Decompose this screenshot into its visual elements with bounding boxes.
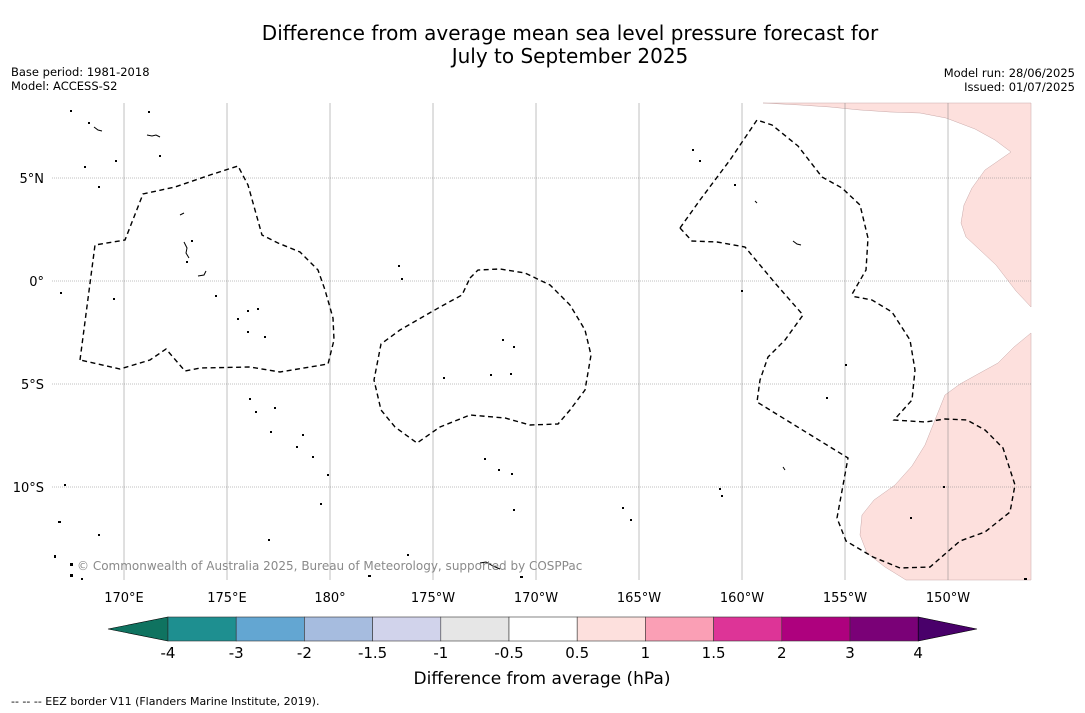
- eez-footnote: -- -- -- EEZ border V11 (Flanders Marine…: [11, 695, 320, 708]
- colorbar-tick-label: 1.5: [702, 644, 726, 662]
- colorbar-segment: [440, 616, 510, 642]
- colorbar-over-arrow: [917, 616, 978, 642]
- eez-border-tuvalu-kiribati-west: [79, 165, 335, 373]
- lon-label: 150°W: [926, 591, 970, 606]
- island-dots: [54, 110, 1027, 580]
- issued-date: Issued: 01/07/2025: [964, 80, 1075, 94]
- lon-label: 155°W: [823, 591, 867, 606]
- longitude-labels: 170°E 175°E 180° 175°W 170°W 165°W 160°W…: [104, 591, 970, 606]
- colorbar-segment: [508, 616, 578, 642]
- island: [146, 134, 161, 138]
- colorbar-segment: [235, 616, 305, 642]
- colorbar-segment: [167, 616, 237, 642]
- eez-borders: [79, 119, 1016, 569]
- title-line-1: Difference from average mean sea level p…: [261, 21, 879, 45]
- colorbar-segment: [849, 616, 919, 642]
- colorbar-tick-label: -1.5: [358, 644, 387, 662]
- island: [93, 126, 103, 132]
- meta-left: Base period: 1981-2018 Model: ACCESS-S2: [11, 65, 150, 93]
- lon-label: 180°: [314, 591, 345, 606]
- lon-label: 165°W: [617, 591, 661, 606]
- anomaly-area-southeast: [859, 332, 1032, 581]
- anomaly-shading: [762, 102, 1032, 581]
- model-run: Model run: 28/06/2025: [943, 66, 1075, 80]
- lon-label: 170°W: [514, 591, 558, 606]
- chart-title: Difference from average mean sea level p…: [0, 22, 1085, 68]
- lon-label: 175°W: [411, 591, 455, 606]
- lat-label: 5°N: [20, 172, 45, 187]
- island: [179, 212, 185, 216]
- colorbar-segment: [645, 616, 714, 642]
- latitude-labels: 5°N 0° 5°S 10°S: [13, 172, 44, 496]
- model-name: Model: ACCESS-S2: [11, 79, 118, 93]
- lon-label: 160°W: [720, 591, 764, 606]
- colorbar-tick-label: -1: [433, 644, 448, 662]
- colorbar-tick-label: 4: [913, 644, 923, 662]
- colorbar-tick-label: -2: [297, 644, 312, 662]
- lon-label: 170°E: [104, 591, 144, 606]
- colorbar-tick-label: 3: [845, 644, 855, 662]
- title-line-2: July to September 2025: [451, 44, 689, 68]
- colorbar-segment: [576, 616, 646, 642]
- island: [479, 561, 501, 570]
- island: [183, 241, 190, 259]
- island: [782, 466, 786, 471]
- colorbar-tick-label: 1: [641, 644, 651, 662]
- colorbar-segment: [304, 616, 373, 642]
- colorbar-segment: [713, 616, 783, 642]
- map-gridlines: [52, 103, 1031, 580]
- copyright-notice: © Commonwealth of Australia 2025, Bureau…: [77, 559, 582, 573]
- island: [754, 200, 758, 204]
- lat-label: 5°S: [21, 378, 44, 393]
- colorbar-tick-label: -4: [161, 644, 176, 662]
- colorbar-title: Difference from average (hPa): [414, 669, 671, 689]
- anomaly-area-northeast: [762, 102, 1032, 308]
- colorbar-tick-label: -0.5: [494, 644, 523, 662]
- colorbar: -4 -3 -2 -1.5 -1 -0.5 0.5 1 1.5 2 3 4: [107, 616, 978, 662]
- colorbar-segment: [372, 616, 442, 642]
- meta-right: Model run: 28/06/2025 Issued: 01/07/2025: [944, 66, 1075, 94]
- lat-label: 0°: [29, 275, 44, 290]
- colorbar-tick-label: 2: [777, 644, 787, 662]
- base-period: Base period: 1981-2018: [11, 65, 150, 79]
- eez-border-line-islands-south: [679, 227, 1016, 569]
- lon-label: 175°E: [207, 591, 247, 606]
- lat-label: 10°S: [13, 481, 44, 496]
- colorbar-segment: [781, 616, 851, 642]
- islands: [93, 126, 802, 570]
- colorbar-under-arrow: [107, 616, 169, 642]
- eez-border-line-islands: [679, 119, 869, 297]
- eez-border-tokelau: [373, 268, 592, 444]
- colorbar-tick-label: 0.5: [565, 644, 589, 662]
- island: [197, 270, 207, 277]
- colorbar-tick-label: -3: [229, 644, 244, 662]
- island: [792, 240, 802, 246]
